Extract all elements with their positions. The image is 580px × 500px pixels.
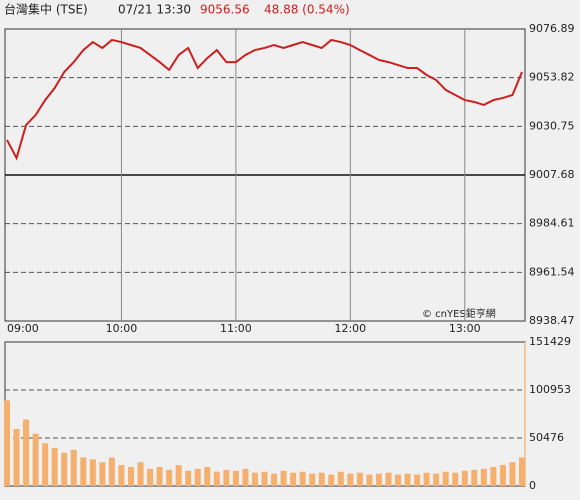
volume-bar [13,428,20,486]
x-tick-label: 09:00 [7,322,39,335]
volume-bar [395,474,402,486]
y-tick-label: 0 [529,479,536,492]
price: 9056.56 [200,3,250,17]
volume-bar [299,471,306,486]
volume-bar [242,468,249,486]
volume-bar [51,447,58,486]
volume-bar [471,469,478,486]
volume-bar [280,470,287,486]
volume-bar [147,468,154,486]
volume-bar [347,473,354,486]
volume-bar [318,472,325,486]
volume-bar [204,466,211,486]
y-tick-label: 50476 [529,431,564,444]
volume-bar [185,470,192,486]
x-tick-label: 11:00 [220,322,252,335]
volume-bar [42,443,49,486]
price-line [6,38,523,161]
volume-bar [433,473,440,486]
stock-name: 台灣集中 (TSE) [4,2,88,17]
volume-bar [519,457,525,486]
volume-bar [461,470,468,486]
volume-bar [223,469,230,486]
watermark: © cnYES鉅亨網 [422,307,496,320]
volume-bar [156,466,163,486]
volume-bar [452,472,459,486]
volume-bar [194,468,201,486]
volume-bar [99,462,106,486]
volume-bar [480,468,487,486]
volume-bar [290,472,297,486]
volume-bar [261,471,268,486]
quote-time: 07/21 13:30 [118,3,191,17]
y-tick-label: 8984.61 [529,217,575,230]
volume-bar [414,474,421,486]
volume-bar [490,466,497,486]
volume-bar [499,465,506,486]
volume-bar [89,459,96,486]
volume-bar [356,472,363,486]
x-tick-label: 12:00 [334,322,366,335]
volume-bar [366,474,373,486]
volume-bar [375,473,382,486]
volume-bar [4,400,10,486]
volume-bar [70,449,77,486]
volume-bar [442,471,449,486]
volume-bar [213,471,220,486]
volume-bar [509,462,516,486]
volume-bar [32,433,39,486]
volume-bar [175,465,182,486]
y-tick-label: 8961.54 [529,265,575,278]
volume-bar [309,473,316,486]
volume-bar [337,471,344,486]
volume-bar [385,472,392,486]
y-tick-label: 9030.75 [529,119,575,132]
y-tick-label: 151429 [529,335,571,348]
volume-bar [166,469,173,486]
y-tick-label: 8938.47 [529,314,575,327]
x-tick-label: 10:00 [106,322,138,335]
x-tick-label: 13:00 [449,322,481,335]
volume-bar [328,474,335,486]
volume-bar [423,472,430,486]
volume-bar [61,452,68,486]
y-tick-label: 9053.82 [529,71,575,84]
volume-bar [80,457,87,486]
volume-bar [271,473,278,486]
volume-bar [118,465,125,486]
y-tick-label: 9076.89 [529,22,575,35]
volume-bar [23,419,30,486]
volume-bar [404,473,411,486]
volume-bar [232,470,239,486]
volume-bar [127,466,134,486]
change: 48.88 (0.54%) [264,3,350,17]
volume-bar [251,472,258,486]
y-tick-label: 9007.68 [529,168,575,181]
volume-bar [108,457,115,486]
y-tick-label: 100953 [529,383,571,396]
volume-bar [137,462,144,486]
